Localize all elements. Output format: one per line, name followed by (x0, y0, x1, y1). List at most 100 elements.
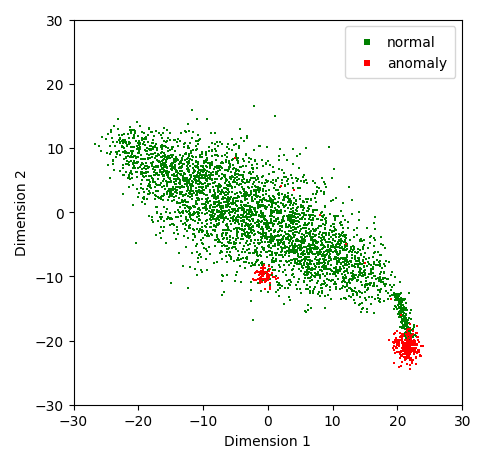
normal (274, 199, 281, 206)
normal (248, 162, 256, 169)
normal (225, 200, 232, 207)
normal (399, 308, 406, 316)
normal (347, 249, 355, 256)
normal (321, 281, 329, 288)
normal (173, 190, 180, 197)
normal (132, 160, 139, 167)
normal (305, 206, 312, 213)
normal (174, 136, 182, 144)
normal (338, 255, 346, 262)
normal (169, 193, 176, 200)
normal (192, 158, 200, 166)
normal (371, 272, 379, 280)
normal (126, 176, 134, 183)
normal (395, 310, 403, 318)
normal (226, 175, 234, 182)
normal (182, 199, 190, 206)
normal (284, 181, 292, 188)
normal (164, 179, 172, 187)
normal (321, 254, 329, 261)
normal (173, 200, 180, 207)
normal (410, 324, 418, 332)
normal (408, 331, 416, 338)
normal (404, 333, 412, 341)
normal (402, 321, 410, 329)
normal (294, 237, 302, 244)
normal (320, 266, 328, 273)
normal (277, 251, 285, 259)
normal (122, 140, 129, 147)
normal (407, 336, 415, 343)
normal (393, 294, 400, 302)
normal (140, 196, 148, 203)
normal (300, 179, 308, 186)
normal (242, 232, 249, 240)
anomaly (257, 265, 265, 272)
normal (396, 304, 404, 312)
normal (301, 238, 309, 245)
normal (157, 150, 165, 157)
anomaly (397, 333, 404, 341)
anomaly (262, 276, 270, 284)
normal (172, 214, 180, 221)
normal (202, 182, 209, 190)
normal (286, 216, 294, 224)
normal (266, 195, 274, 202)
normal (318, 245, 326, 253)
normal (195, 184, 203, 191)
normal (343, 280, 351, 287)
normal (271, 250, 279, 257)
anomaly (396, 363, 403, 371)
normal (394, 294, 401, 302)
normal (225, 187, 232, 194)
normal (247, 213, 255, 220)
normal (242, 209, 250, 217)
normal (148, 163, 156, 171)
normal (176, 160, 184, 168)
normal (184, 209, 191, 216)
normal (284, 285, 292, 292)
normal (326, 227, 334, 235)
normal (222, 185, 229, 193)
normal (291, 263, 298, 270)
normal (288, 247, 295, 254)
normal (181, 170, 189, 178)
normal (375, 249, 382, 256)
anomaly (414, 337, 422, 344)
normal (255, 224, 262, 232)
normal (403, 332, 411, 340)
normal (293, 207, 300, 215)
normal (241, 197, 249, 204)
normal (196, 170, 204, 178)
normal (142, 134, 150, 141)
normal (300, 260, 308, 267)
normal (223, 215, 230, 222)
normal (254, 193, 261, 200)
normal (115, 131, 123, 139)
normal (173, 172, 181, 179)
normal (334, 252, 342, 260)
normal (269, 164, 277, 171)
normal (182, 181, 190, 188)
normal (273, 279, 281, 286)
normal (243, 133, 251, 141)
normal (332, 227, 340, 234)
normal (154, 163, 161, 170)
normal (237, 235, 245, 243)
normal (299, 252, 307, 259)
normal (307, 212, 315, 219)
normal (197, 168, 205, 175)
anomaly (249, 276, 257, 283)
normal (166, 216, 174, 223)
normal (198, 240, 206, 248)
normal (301, 257, 309, 265)
normal (291, 250, 299, 257)
normal (275, 219, 282, 227)
normal (294, 251, 302, 258)
normal (186, 225, 193, 232)
normal (388, 283, 396, 291)
normal (189, 188, 197, 195)
normal (294, 278, 301, 286)
normal (113, 150, 121, 157)
normal (303, 271, 311, 278)
